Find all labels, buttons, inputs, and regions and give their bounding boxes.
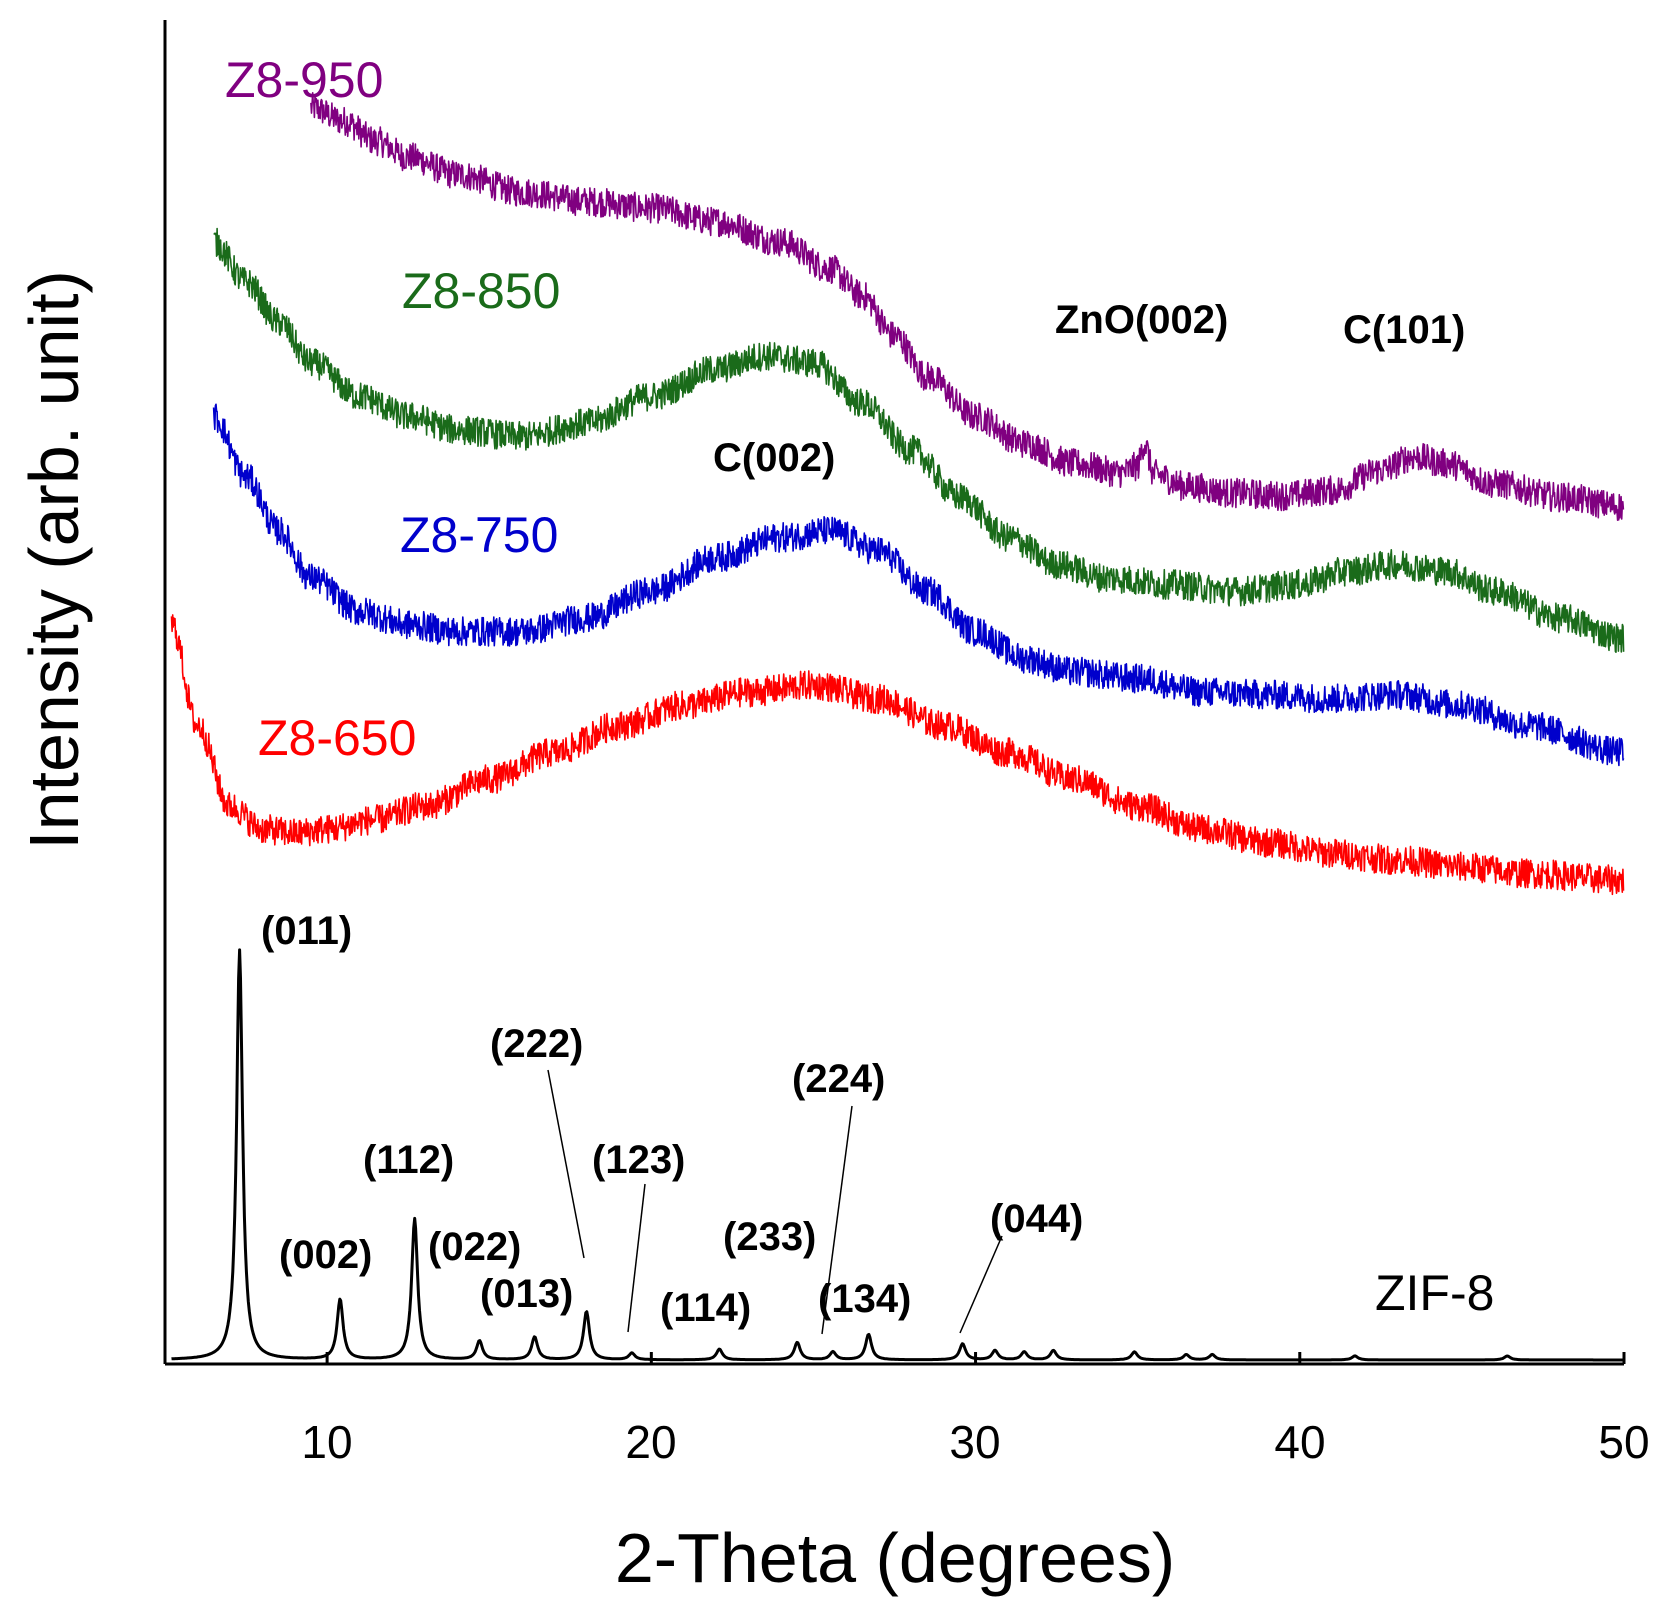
series-line-z8-650 — [170, 614, 1625, 896]
x-tick-label: 10 — [301, 1416, 352, 1468]
peak-label-044: (044) — [990, 1197, 1083, 1241]
peak-label-002: (002) — [279, 1233, 372, 1277]
peak-label-022: (022) — [428, 1225, 521, 1269]
annotation-leader-line — [547, 1069, 585, 1259]
series-label-z8-850: Z8-850 — [402, 263, 560, 319]
series-label-zif-8: ZIF-8 — [1375, 1265, 1494, 1321]
peak-label-zno-002: ZnO(002) — [1055, 298, 1228, 342]
x-tick-label: 20 — [625, 1416, 676, 1468]
x-tick-label: 30 — [949, 1416, 1000, 1468]
peak-label-233: (233) — [723, 1215, 816, 1259]
peak-label-011: (011) — [261, 909, 352, 953]
x-axis-ticks — [325, 1352, 1626, 1364]
peak-label-c-101: C(101) — [1343, 308, 1465, 352]
series-layer — [170, 92, 1625, 1362]
x-axis-title: 2-Theta (degrees) — [615, 1519, 1175, 1597]
peak-label-222: (222) — [490, 1022, 583, 1066]
peak-label-123: (123) — [592, 1138, 685, 1182]
series-label-z8-650: Z8-650 — [258, 710, 416, 766]
annotation-leader-lines — [547, 1069, 1003, 1335]
annotation-leader-line — [959, 1235, 1003, 1334]
series-line-z8-750 — [212, 403, 1625, 767]
series-line-zif-8 — [171, 948, 1625, 1362]
x-tick-label: 40 — [1274, 1416, 1325, 1468]
y-axis-title: Intensity (arb. unit) — [15, 270, 93, 850]
peak-label-224: (224) — [792, 1057, 885, 1101]
peak-label-134: (134) — [818, 1277, 911, 1321]
annotation-leader-line — [821, 1105, 853, 1335]
peak-label-c-002: C(002) — [713, 436, 835, 480]
series-label-z8-950: Z8-950 — [225, 52, 383, 108]
series-line-z8-850 — [213, 227, 1625, 653]
annotation-leader-line — [627, 1183, 646, 1333]
x-tick-label: 50 — [1598, 1416, 1649, 1468]
series-label-z8-750: Z8-750 — [400, 507, 558, 563]
peak-label-112: (112) — [363, 1138, 454, 1182]
peak-label-114: (114) — [660, 1286, 751, 1330]
peak-label-013: (013) — [480, 1272, 573, 1316]
series-line-z8-950 — [310, 92, 1625, 521]
